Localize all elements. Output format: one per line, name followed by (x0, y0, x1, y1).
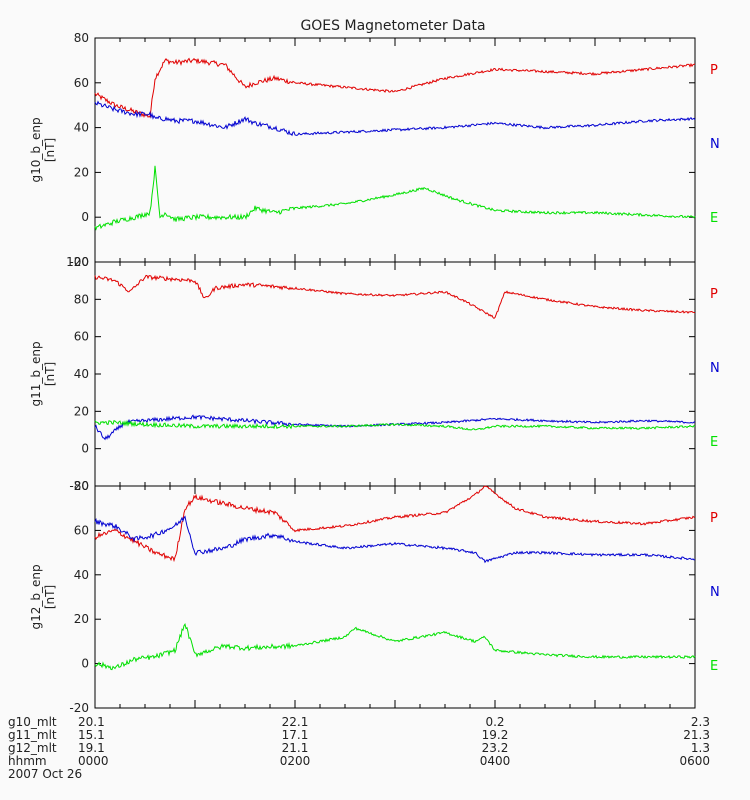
legend-N: N (710, 137, 720, 152)
y-tick-label: 20 (74, 612, 89, 626)
x-table-value: 19.2 (482, 728, 509, 742)
series-line-N (94, 515, 696, 564)
x-table-value: 22.1 (282, 715, 309, 729)
series-line-P (94, 57, 696, 119)
series-line-P (94, 485, 696, 563)
y-axis-unit: [nT] (43, 138, 57, 162)
panel-1: -20 0 20 40 60 80 g10_b_enp [nT] P N E (29, 31, 720, 269)
x-table-value: 23.2 (482, 741, 509, 755)
x-table-value: 0400 (480, 754, 511, 768)
row-label: g12_mlt (8, 741, 57, 755)
legend-E: E (710, 659, 718, 674)
x-table-value: 21.1 (282, 741, 309, 755)
chart-title: GOES Magnetometer Data (300, 18, 485, 34)
y-axis-label: g10_b_enp (29, 117, 43, 182)
legend-N: N (710, 585, 720, 600)
y-tick-label: 60 (74, 523, 89, 537)
y-axis-unit: [nT] (43, 362, 57, 386)
x-table-value: 20.1 (78, 715, 105, 729)
legend-N: N (710, 361, 720, 376)
y-tick-label: 100 (66, 255, 89, 269)
y-axis-label: g11_b_enp (29, 341, 43, 406)
y-tick-label: 0 (81, 210, 89, 224)
series-line-E (94, 622, 696, 671)
row-label: g10_mlt (8, 715, 57, 729)
x-table-value: 15.1 (78, 728, 105, 742)
row-label: hhmm (8, 754, 47, 768)
x-table-value: 0000 (78, 754, 109, 768)
x-table-value: 21.3 (683, 728, 710, 742)
series-line-E (94, 419, 696, 431)
date-label: 2007 Oct 26 (8, 767, 82, 781)
y-tick-label: 40 (74, 568, 89, 582)
y-axis-unit: [nT] (43, 585, 57, 609)
y-tick-label: 80 (74, 479, 89, 493)
y-tick-label: -20 (69, 701, 89, 715)
legend-P: P (710, 287, 718, 302)
x-table-value: 2.3 (691, 715, 710, 729)
x-table-value: 1.3 (691, 741, 710, 755)
panel-frame (94, 485, 696, 709)
x-table-value: 0600 (679, 754, 710, 768)
legend-P: P (710, 511, 718, 526)
y-tick-label: 60 (74, 76, 89, 90)
legend-E: E (710, 211, 718, 226)
panel-3: -20 0 20 40 60 80 g12_b_enp [nT] P N E (29, 479, 720, 715)
y-axis-label: g12_b_enp (29, 564, 43, 629)
panel-2: -20 0 20 40 60 80 100 g11_b_enp [nT] P N E (29, 255, 720, 493)
x-table-value: 17.1 (282, 728, 309, 742)
series-line-E (94, 165, 696, 231)
y-tick-label: -20 (69, 479, 89, 493)
y-tick-label: 0 (81, 657, 89, 671)
y-tick-label: 80 (74, 31, 89, 45)
x-table-value: 19.1 (78, 741, 105, 755)
legend-P: P (710, 63, 718, 78)
y-tick-label: 20 (74, 404, 89, 418)
y-tick-label: 20 (74, 165, 89, 179)
y-tick-label: 0 (81, 442, 89, 456)
legend-E: E (710, 435, 718, 450)
y-tick-label: -20 (69, 255, 89, 269)
x-table-value: 0200 (280, 754, 311, 768)
series-line-P (94, 274, 696, 320)
y-tick-label: 40 (74, 367, 89, 381)
y-tick-label: 80 (74, 292, 89, 306)
series-line-N (94, 100, 696, 137)
x-table-value: 0.2 (485, 715, 504, 729)
y-tick-label: 40 (74, 121, 89, 135)
y-tick-label: 60 (74, 330, 89, 344)
row-label: g11_mlt (8, 728, 57, 742)
panel-frame (94, 37, 696, 263)
